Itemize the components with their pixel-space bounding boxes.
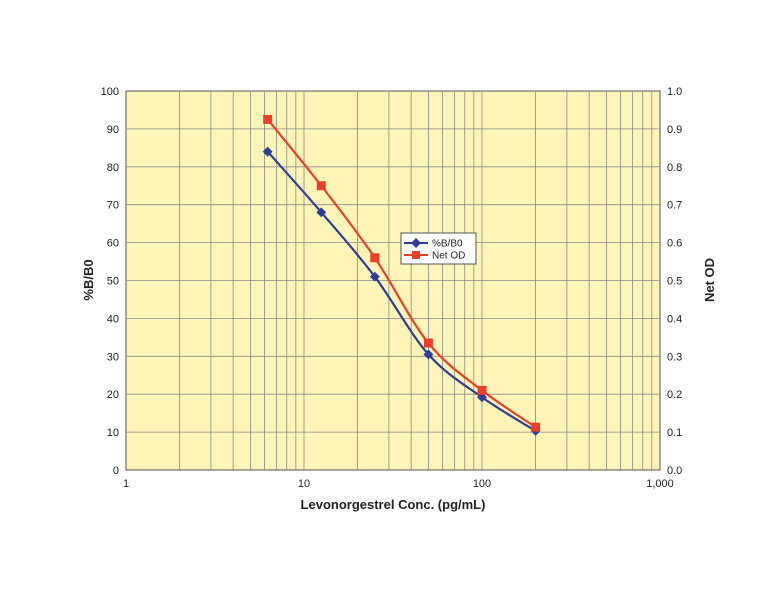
y-tick-label: 30	[107, 351, 119, 363]
grid-lines	[126, 91, 660, 470]
y-axis-title: %B/B0	[81, 259, 96, 300]
legend-label-b-b0: %B/B0	[432, 239, 463, 250]
y2-tick-label: 0.9	[667, 124, 682, 136]
legend-label-net-od: Net OD	[432, 251, 465, 262]
y-tick-label: 0	[113, 465, 119, 477]
data-point-b-b0	[316, 207, 327, 218]
y-tick-label: 60	[107, 238, 119, 250]
data-point-net-od	[263, 114, 273, 124]
y2-tick-label: 0.2	[667, 389, 682, 401]
data-point-net-od	[316, 181, 326, 191]
data-point-net-od	[370, 253, 380, 263]
x-tick-label: 10	[298, 478, 310, 490]
y-tick-label: 90	[107, 124, 119, 136]
y-tick-label: 10	[107, 427, 119, 439]
data-point-net-od	[477, 385, 487, 395]
y2-tick-label: 1.0	[667, 86, 682, 98]
y2-tick-label: 0.4	[667, 313, 682, 325]
data-point-net-od	[423, 338, 433, 348]
legend-marker-net-od	[412, 251, 420, 259]
data-point-b-b0	[423, 349, 434, 360]
y2-tick-label: 0.6	[667, 238, 682, 250]
y2-tick-label: 0.1	[667, 427, 682, 439]
legend-marker-b-b0	[411, 238, 421, 248]
y-tick-label: 80	[107, 162, 119, 174]
y2-axis-title: Net OD	[702, 258, 717, 302]
y2-tick-label: 0.8	[667, 162, 682, 174]
y2-tick-label: 0.0	[667, 465, 682, 477]
y-tick-label: 40	[107, 313, 119, 325]
data-point-b-b0	[369, 271, 380, 282]
y-tick-label: 50	[107, 276, 119, 288]
y2-tick-label: 0.7	[667, 200, 682, 212]
data-point-net-od	[531, 422, 541, 432]
x-tick-label: 1,000	[646, 478, 674, 490]
y-tick-label: 70	[107, 200, 119, 212]
x-axis-title: Levonorgestrel Conc. (pg/mL)	[301, 497, 486, 512]
y-tick-label: 100	[101, 86, 119, 98]
y-tick-label: 20	[107, 389, 119, 401]
y2-tick-label: 0.3	[667, 351, 682, 363]
tick-labels: 0 10 20 30 40 50 60 70 80 90 100 0.0 0.1 0.2 0.3 0.4 0.5…	[101, 86, 683, 490]
x-tick-label: 100	[473, 478, 491, 490]
legend: %B/B0 Net OD	[400, 232, 477, 265]
x-tick-label: 1	[123, 478, 129, 490]
y2-tick-label: 0.5	[667, 276, 682, 288]
data-point-b-b0	[262, 146, 273, 157]
data-series	[262, 114, 541, 436]
